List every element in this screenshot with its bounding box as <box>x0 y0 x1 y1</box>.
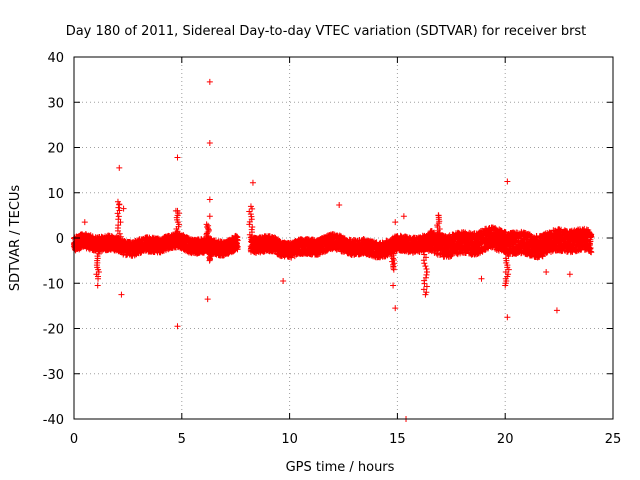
band-point <box>234 243 241 250</box>
data-points <box>71 78 595 422</box>
chart-title: Day 180 of 2011, Sidereal Day-to-day VTE… <box>66 24 587 39</box>
band-point <box>234 237 241 244</box>
band-point <box>276 237 283 244</box>
